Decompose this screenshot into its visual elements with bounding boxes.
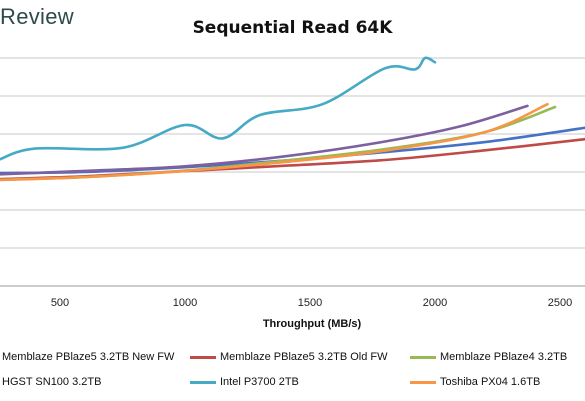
legend-swatch [410,355,436,359]
legend-item: Memblaze PBlaze4 3.2TB [410,348,567,366]
legend-label: Intel P3700 2TB [220,376,299,388]
legend-swatch [410,380,436,384]
x-axis-label: Throughput (MB/s) [263,318,362,330]
x-tick-label: 500 [51,297,69,309]
legend-label: Memblaze PBlaze5 3.2TB New FW [2,351,175,363]
gridlines [0,57,585,287]
legend-item: HGST SN100 3.2TB [2,373,101,391]
legend-label: HGST SN100 3.2TB [2,376,102,388]
series-line-6 [0,102,549,182]
brand-logo-text: Review [0,4,74,29]
legend-swatch [190,380,216,384]
legend: Memblaze PBlaze5 3.2TB New FW Memblaze PB… [0,344,585,394]
x-tick-label: 1000 [173,297,197,309]
legend-item: Memblaze PBlaze5 3.2TB New FW [2,348,174,366]
plot-area: 500 1000 1500 2000 2500 Throughput (MB/s) [0,56,585,330]
legend-label: Toshiba PX04 1.6TB [440,376,541,388]
legend-label: Memblaze PBlaze4 3.2TB [440,351,568,363]
legend-item: Intel P3700 2TB [190,373,299,391]
legend-item: Memblaze PBlaze5 3.2TB Old FW [190,348,388,366]
series-line-4 [0,104,529,176]
legend-label: Memblaze PBlaze5 3.2TB Old FW [220,351,388,363]
chart-title: Sequential Read 64K [192,18,393,38]
legend-swatch [190,355,216,359]
x-tick-label: 2000 [423,297,447,309]
x-tick-label: 2500 [548,297,572,309]
series-line-5 [0,56,437,161]
x-tick-label: 1500 [298,297,322,309]
x-tick-labels: 500 1000 1500 2000 2500 [51,297,572,309]
legend-item: Toshiba PX04 1.6TB [410,373,540,391]
series-lines [0,56,585,182]
